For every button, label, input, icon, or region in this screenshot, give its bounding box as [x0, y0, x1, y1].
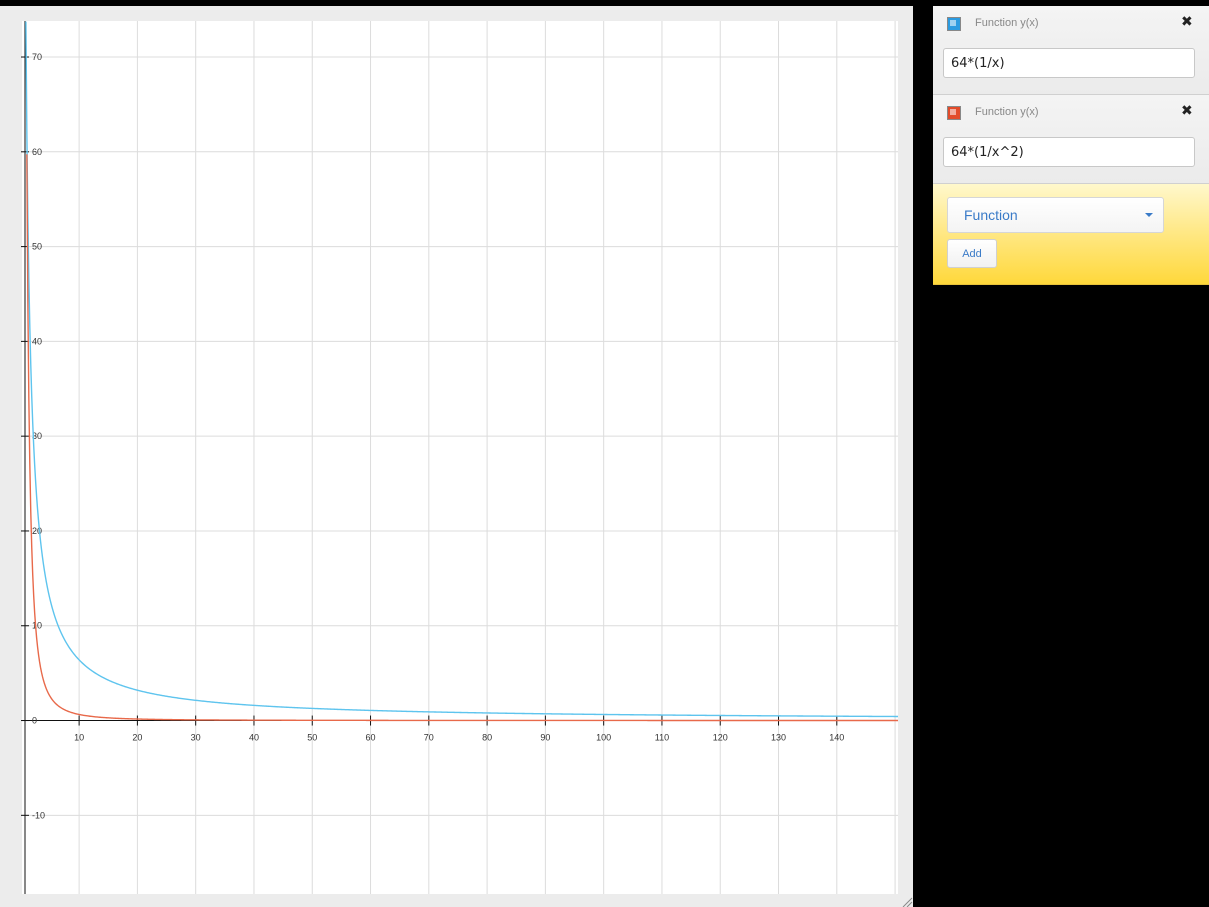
- x-tick-label: 130: [771, 733, 786, 743]
- color-swatch-icon[interactable]: [947, 106, 961, 120]
- function-panel-1: Function y(x) ✖: [933, 6, 1209, 95]
- x-tick-label: 100: [596, 733, 611, 743]
- y-tick-label: 50: [32, 242, 42, 252]
- close-icon[interactable]: ✖: [1181, 14, 1193, 30]
- function-type-label: Function y(x): [975, 106, 1039, 118]
- type-select-value: Function: [964, 207, 1018, 223]
- grid-horizontal: [22, 56, 898, 816]
- y-tick-label: 70: [32, 52, 42, 62]
- close-icon[interactable]: ✖: [1181, 103, 1193, 119]
- grid-vertical: [78, 21, 896, 894]
- y-tick-label: 10: [32, 621, 42, 631]
- curves: [25, 21, 899, 722]
- x-tick-label: 120: [713, 733, 728, 743]
- y-tick-label: 60: [32, 147, 42, 157]
- y-tick-label: -10: [32, 810, 45, 820]
- x-tick-label: 40: [249, 733, 259, 743]
- x-tick-label: 60: [366, 733, 376, 743]
- x-tick-label: 80: [482, 733, 492, 743]
- series-line-2: [26, 154, 898, 722]
- function-expression-input[interactable]: [943, 137, 1195, 167]
- plot-canvas[interactable]: 10 20 30 40 50 60 70 80 90 100 110 120 130 140 -10 0 10 2…: [0, 6, 913, 907]
- x-tick-label: 90: [540, 733, 550, 743]
- x-tick-label: 50: [307, 733, 317, 743]
- x-tick-label: 140: [829, 733, 844, 743]
- plot-background: [22, 21, 898, 894]
- x-tick-label: 10: [74, 733, 84, 743]
- type-select-dropdown[interactable]: Function: [947, 197, 1164, 233]
- x-tick-label: 70: [424, 733, 434, 743]
- function-sidebar: Function y(x) ✖ Function y(x) ✖ Function…: [933, 6, 1209, 285]
- add-panel: Function Add: [933, 184, 1209, 285]
- tick-labels: 10 20 30 40 50 60 70 80 90 100 110 120 130 140 -10 0 10 2…: [32, 52, 844, 820]
- function-panel-2: Function y(x) ✖: [933, 95, 1209, 184]
- x-tick-label: 30: [191, 733, 201, 743]
- add-button[interactable]: Add: [947, 239, 997, 268]
- x-tick-label: 110: [655, 733, 669, 743]
- chevron-down-icon: [1145, 213, 1153, 217]
- color-swatch-icon[interactable]: [947, 17, 961, 31]
- y-tick-label: 20: [32, 526, 42, 536]
- resize-grip-icon[interactable]: [900, 896, 913, 907]
- graph-area[interactable]: 10 20 30 40 50 60 70 80 90 100 110 120 130 140 -10 0 10 2…: [0, 6, 913, 907]
- series-line-1: [25, 21, 899, 718]
- function-expression-input[interactable]: [943, 48, 1195, 78]
- x-tick-label: 20: [132, 733, 142, 743]
- y-tick-label: 0: [32, 716, 37, 726]
- y-tick-label: 40: [32, 336, 42, 346]
- function-type-label: Function y(x): [975, 17, 1039, 29]
- y-tick-label: 30: [32, 431, 42, 441]
